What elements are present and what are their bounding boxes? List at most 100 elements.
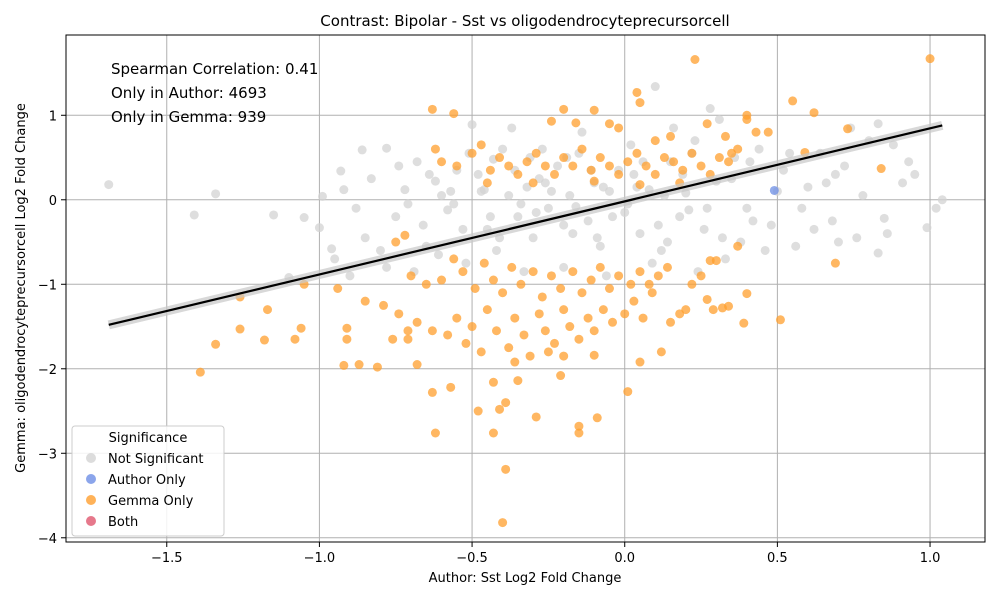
point-gemma-only	[589, 105, 599, 115]
point-gemma-only	[586, 165, 596, 175]
annotation-spearman: Spearman Correlation: 0.41	[111, 60, 318, 78]
point-not-significant	[827, 216, 837, 226]
point-not-significant	[400, 185, 410, 195]
point-not-significant	[531, 207, 541, 217]
point-gemma-only	[647, 288, 657, 298]
point-not-significant	[669, 123, 679, 133]
point-gemma-only	[501, 398, 511, 408]
point-not-significant	[821, 178, 831, 188]
point-gemma-only	[488, 428, 498, 438]
point-not-significant	[299, 213, 309, 223]
point-not-significant	[852, 233, 862, 243]
point-gemma-only	[702, 294, 712, 304]
point-gemma-only	[681, 305, 691, 315]
point-gemma-only	[443, 330, 453, 340]
point-not-significant	[690, 136, 700, 146]
point-gemma-only	[531, 148, 541, 158]
point-gemma-only	[519, 330, 529, 340]
point-gemma-only	[650, 136, 660, 146]
point-not-significant	[491, 245, 501, 255]
point-not-significant	[647, 258, 657, 268]
point-gemma-only	[507, 262, 517, 272]
point-gemma-only	[403, 326, 413, 336]
legend-marker-author-only	[86, 474, 96, 484]
point-not-significant	[656, 245, 666, 255]
point-gemma-only	[720, 131, 730, 141]
point-gemma-only	[742, 110, 752, 120]
point-not-significant	[803, 182, 813, 192]
point-gemma-only	[644, 279, 654, 289]
point-gemma-only	[571, 118, 581, 128]
point-gemma-only	[528, 267, 538, 277]
point-gemma-only	[479, 258, 489, 268]
point-gemma-only	[592, 413, 602, 423]
point-gemma-only	[495, 404, 505, 414]
point-gemma-only	[742, 289, 752, 299]
point-gemma-only	[354, 360, 364, 370]
point-not-significant	[327, 244, 337, 254]
point-gemma-only	[437, 157, 447, 167]
point-not-significant	[675, 212, 685, 222]
point-not-significant	[543, 203, 553, 213]
legend-marker-gemma-only	[86, 495, 96, 505]
point-gemma-only	[583, 313, 593, 323]
point-gemma-only	[437, 275, 447, 285]
point-not-significant	[620, 207, 630, 217]
point-gemma-only	[537, 292, 547, 302]
legend-label-gemma-only: Gemma Only	[108, 494, 194, 509]
point-gemma-only	[504, 161, 514, 171]
annotation-gemma-only: Only in Gemma: 939	[111, 108, 266, 126]
point-not-significant	[931, 203, 941, 213]
point-gemma-only	[342, 323, 352, 333]
point-gemma-only	[296, 323, 306, 333]
point-not-significant	[104, 180, 114, 190]
point-not-significant	[791, 241, 801, 251]
point-not-significant	[519, 267, 529, 277]
point-gemma-only	[403, 334, 413, 344]
point-gemma-only	[574, 428, 584, 438]
point-gemma-only	[540, 161, 550, 171]
point-gemma-only	[333, 284, 343, 293]
y-tick-label: −1	[38, 278, 57, 293]
point-not-significant	[937, 195, 947, 205]
point-gemma-only	[467, 322, 477, 332]
point-not-significant	[714, 115, 724, 124]
point-not-significant	[553, 161, 563, 171]
point-not-significant	[430, 176, 440, 186]
point-gemma-only	[662, 262, 672, 272]
point-not-significant	[504, 191, 514, 201]
point-gemma-only	[421, 279, 431, 289]
point-gemma-only	[925, 54, 935, 64]
point-not-significant	[485, 212, 495, 222]
point-gemma-only	[510, 313, 520, 323]
point-gemma-only	[482, 305, 492, 315]
point-not-significant	[595, 241, 605, 251]
point-not-significant	[797, 203, 807, 213]
point-gemma-only	[540, 326, 550, 336]
point-not-significant	[449, 199, 459, 209]
point-gemma-only	[550, 169, 560, 179]
point-not-significant	[650, 82, 660, 92]
point-not-significant	[498, 144, 508, 154]
point-not-significant	[351, 203, 361, 213]
point-gemma-only	[510, 357, 520, 367]
point-not-significant	[433, 250, 443, 260]
y-tick-label: 1	[49, 109, 57, 124]
point-gemma-only	[430, 144, 440, 154]
point-gemma-only	[739, 318, 749, 328]
point-gemma-only	[446, 382, 456, 392]
point-gemma-only	[843, 124, 853, 134]
point-gemma-only	[635, 267, 645, 277]
point-not-significant	[314, 223, 324, 233]
point-gemma-only	[513, 376, 523, 386]
point-gemma-only	[565, 322, 575, 332]
point-not-significant	[760, 245, 770, 255]
point-not-significant	[745, 157, 755, 167]
point-gemma-only	[641, 161, 651, 171]
regression-line-group	[107, 121, 944, 330]
y-axis-ticks: −4 −3 −2 −1 0 1	[38, 109, 66, 547]
point-not-significant	[559, 262, 569, 272]
point-gemma-only	[711, 256, 721, 266]
point-gemma-only	[412, 317, 422, 327]
